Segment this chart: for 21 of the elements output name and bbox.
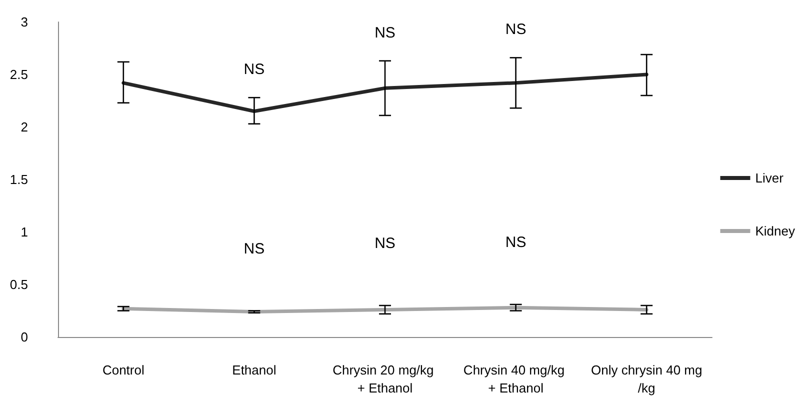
legend-label: Liver: [755, 170, 784, 186]
y-tick-label: 0: [20, 330, 28, 344]
annotation: NS: [505, 21, 526, 38]
x-tick-label: Control: [102, 362, 144, 378]
x-tick-label: Chrysin 40 mg/kg + Ethanol: [463, 362, 568, 396]
annotation: NS: [244, 240, 265, 258]
annotation: NS: [505, 234, 526, 251]
annotation: NS: [374, 235, 396, 252]
y-tick-label: 1.5: [10, 172, 28, 187]
x-tick-label: Chrysin 20 mg/kg + Ethanol: [332, 362, 438, 396]
line-series: [122, 72, 648, 113]
y-tick-label: 1: [20, 224, 28, 240]
y-tick-label: 2.5: [10, 67, 28, 82]
annotation: NS: [374, 24, 396, 42]
y-tick-label: 2: [20, 120, 28, 134]
y-tick-label: 0.5: [10, 277, 28, 292]
x-tick-label: Ethanol: [232, 362, 276, 378]
x-tick-label: Only chrysin 40 mg/kg: [590, 362, 702, 396]
legend-label: Kidney: [755, 224, 796, 238]
annotation: NS: [244, 61, 265, 78]
y-tick-label: 3: [20, 14, 28, 30]
